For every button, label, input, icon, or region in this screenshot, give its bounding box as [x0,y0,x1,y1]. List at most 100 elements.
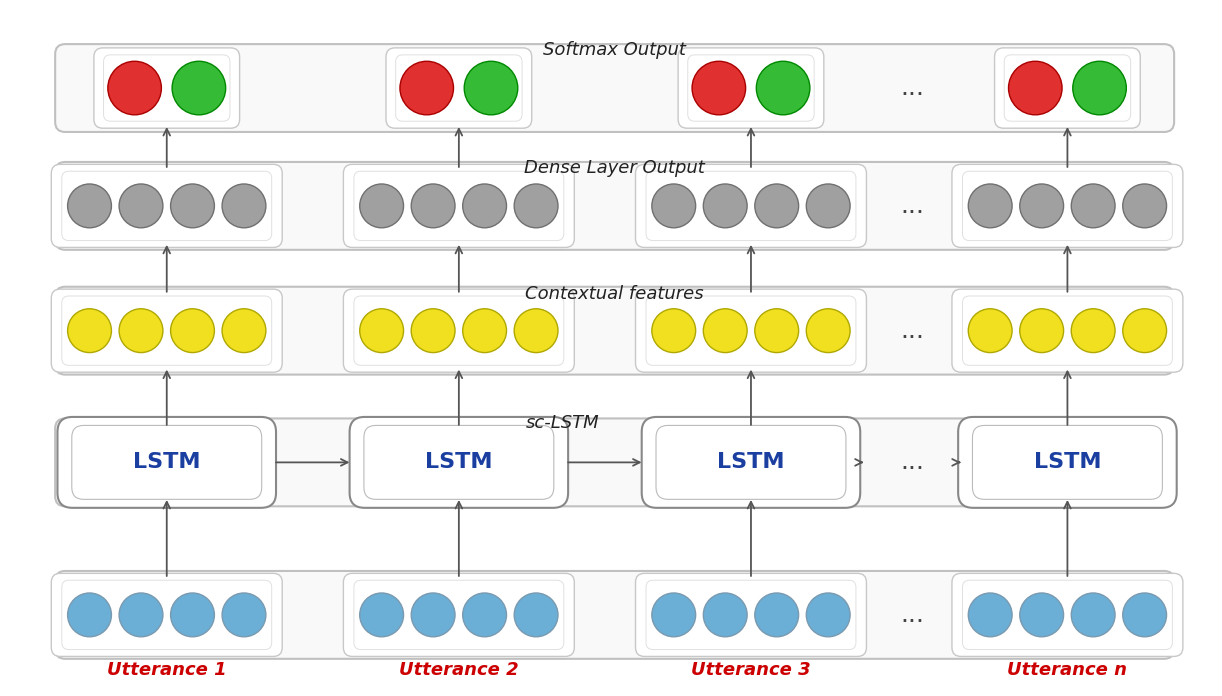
Circle shape [704,309,747,353]
FancyBboxPatch shape [963,171,1172,241]
FancyBboxPatch shape [354,296,563,365]
FancyBboxPatch shape [343,164,574,248]
FancyBboxPatch shape [642,417,860,508]
FancyBboxPatch shape [55,287,1174,374]
Circle shape [1072,309,1114,353]
Circle shape [755,593,799,637]
Circle shape [359,593,403,637]
FancyBboxPatch shape [952,164,1183,248]
FancyBboxPatch shape [952,574,1183,656]
Circle shape [119,184,163,228]
Text: ...: ... [901,450,925,475]
FancyBboxPatch shape [94,48,240,128]
FancyBboxPatch shape [952,289,1183,372]
Circle shape [222,184,266,228]
Circle shape [463,309,506,353]
FancyBboxPatch shape [55,571,1174,659]
FancyBboxPatch shape [343,289,574,372]
Circle shape [463,593,506,637]
Circle shape [514,309,558,353]
FancyBboxPatch shape [104,55,230,121]
FancyBboxPatch shape [646,296,855,365]
Circle shape [651,184,695,228]
FancyBboxPatch shape [354,580,563,649]
Circle shape [67,593,111,637]
FancyBboxPatch shape [963,580,1172,649]
Text: LSTM: LSTM [425,452,492,473]
FancyBboxPatch shape [62,296,271,365]
Text: Utterance n: Utterance n [1007,661,1128,679]
Circle shape [412,184,455,228]
FancyBboxPatch shape [386,48,532,128]
FancyBboxPatch shape [51,289,282,372]
Text: sc-LSTM: sc-LSTM [525,414,599,432]
Circle shape [464,61,518,115]
FancyBboxPatch shape [1004,55,1130,121]
Circle shape [651,593,695,637]
Circle shape [807,593,851,637]
FancyBboxPatch shape [995,48,1140,128]
Circle shape [968,593,1012,637]
FancyBboxPatch shape [963,296,1172,365]
Circle shape [222,593,266,637]
Text: Utterance 3: Utterance 3 [692,661,810,679]
Text: LSTM: LSTM [717,452,785,473]
Circle shape [171,593,214,637]
Circle shape [651,309,695,353]
Circle shape [1020,184,1063,228]
FancyBboxPatch shape [343,574,574,656]
Circle shape [692,61,745,115]
Circle shape [514,593,558,637]
FancyBboxPatch shape [646,580,855,649]
FancyBboxPatch shape [55,44,1174,132]
FancyBboxPatch shape [62,171,271,241]
Circle shape [412,593,455,637]
Circle shape [755,309,799,353]
FancyBboxPatch shape [364,425,554,499]
Text: Utterance 2: Utterance 2 [400,661,518,679]
FancyBboxPatch shape [656,425,846,499]
Circle shape [119,309,163,353]
FancyBboxPatch shape [55,162,1174,250]
Circle shape [756,61,810,115]
Circle shape [222,309,266,353]
Circle shape [968,184,1012,228]
Circle shape [1008,61,1062,115]
Circle shape [171,309,214,353]
Text: Softmax Output: Softmax Output [544,41,686,59]
Circle shape [171,184,214,228]
FancyBboxPatch shape [688,55,814,121]
FancyBboxPatch shape [635,289,866,372]
Circle shape [463,184,506,228]
FancyBboxPatch shape [678,48,824,128]
Circle shape [1123,309,1167,353]
Text: ...: ... [901,319,925,342]
Text: ...: ... [901,76,925,100]
Text: Contextual features: Contextual features [525,285,704,303]
Circle shape [968,309,1012,353]
Circle shape [1020,593,1063,637]
Circle shape [1072,184,1114,228]
Text: Dense Layer Output: Dense Layer Output [524,159,705,177]
FancyBboxPatch shape [396,55,522,121]
Circle shape [67,184,111,228]
Circle shape [400,61,453,115]
FancyBboxPatch shape [646,171,855,241]
Text: LSTM: LSTM [133,452,200,473]
Circle shape [67,309,111,353]
Circle shape [807,184,851,228]
FancyBboxPatch shape [958,417,1177,508]
Circle shape [1072,593,1114,637]
Text: ...: ... [901,603,925,627]
FancyBboxPatch shape [354,171,563,241]
Circle shape [704,184,747,228]
Circle shape [514,184,558,228]
Circle shape [1020,309,1063,353]
Circle shape [704,593,747,637]
FancyBboxPatch shape [72,425,262,499]
Circle shape [172,61,226,115]
FancyBboxPatch shape [973,425,1162,499]
Text: ...: ... [901,194,925,218]
Circle shape [1123,184,1167,228]
FancyBboxPatch shape [51,164,282,248]
